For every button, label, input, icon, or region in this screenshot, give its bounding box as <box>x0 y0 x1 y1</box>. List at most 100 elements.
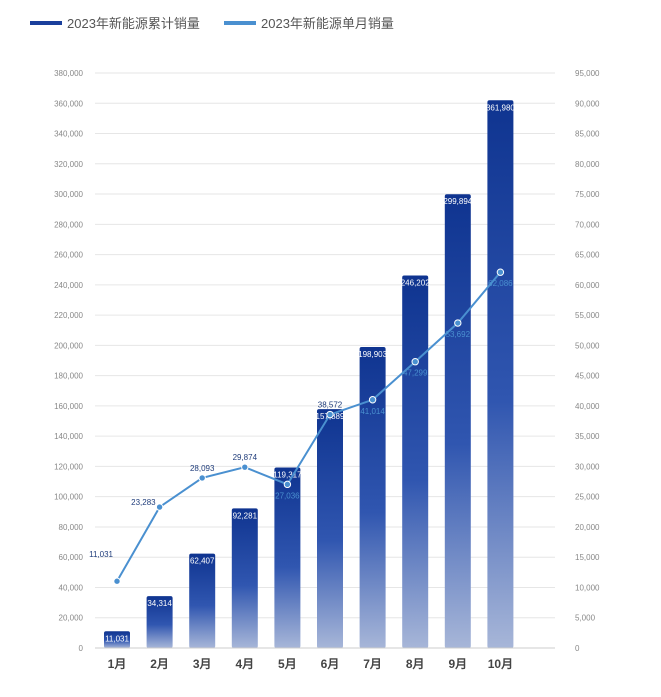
y-left-tick-label: 100,000 <box>54 493 83 502</box>
y-axis-left: 0 20,000 40,000 60,000 80,000 100,000 120,000 1… <box>54 69 83 653</box>
line-point[interactable] <box>496 268 505 276</box>
y-right-tick-label: 90,000 <box>575 99 600 108</box>
line-point[interactable] <box>326 410 334 419</box>
y-right-tick-label: 30,000 <box>575 462 600 471</box>
y-right-tick-label: 60,000 <box>575 281 600 290</box>
line-point[interactable] <box>454 319 462 327</box>
y-right-tick-label: 10,000 <box>575 583 600 592</box>
line-value-label: 11,031 <box>89 550 113 559</box>
y-right-tick-label: 35,000 <box>575 432 600 441</box>
y-left-tick-label: 220,000 <box>54 311 83 320</box>
x-tick-label: 7月 <box>363 657 382 671</box>
y-right-tick-label: 80,000 <box>575 160 600 169</box>
y-left-tick-label: 260,000 <box>54 251 83 260</box>
y-left-tick-label: 340,000 <box>54 130 83 139</box>
y-left-tick-label: 160,000 <box>54 402 83 411</box>
line-point[interactable] <box>368 396 377 404</box>
legend-label-cumulative: 2023年新能源累计销量 <box>67 16 200 31</box>
y-right-tick-label: 40,000 <box>575 402 600 411</box>
bar-value-label: 119,317 <box>273 470 302 479</box>
y-right-tick-label: 70,000 <box>575 220 600 229</box>
y-left-tick-label: 20,000 <box>59 614 84 623</box>
x-tick-label: 8月 <box>406 657 425 671</box>
bar-value-label: 92,281 <box>233 511 258 520</box>
line-value-label: 28,093 <box>190 464 215 473</box>
legend-swatch-monthly <box>224 21 256 25</box>
line-point[interactable] <box>155 503 164 511</box>
y-right-tick-label: 65,000 <box>575 251 600 260</box>
y-left-tick-label: 280,000 <box>54 220 83 229</box>
x-tick-label: 6月 <box>321 657 340 671</box>
line-point[interactable] <box>283 480 292 489</box>
y-left-tick-label: 200,000 <box>54 341 83 350</box>
legend: 2023年新能源累计销量 2023年新能源单月销量 <box>30 16 394 31</box>
bar-value-label: 246,202 <box>401 278 430 287</box>
y-right-tick-label: 95,000 <box>575 69 600 78</box>
y-right-tick-label: 55,000 <box>575 311 600 320</box>
y-right-tick-label: 25,000 <box>575 493 600 502</box>
line-series-monthly: 11,031 23,283 28,093 29,874 27,036 38,572 41,0… <box>89 268 513 585</box>
line-value-label: 23,283 <box>131 498 156 507</box>
y-right-tick-label: 15,000 <box>575 553 600 562</box>
x-tick-label: 4月 <box>235 657 254 671</box>
y-left-tick-label: 360,000 <box>54 99 83 108</box>
y-left-tick-label: 0 <box>79 644 84 653</box>
bar-value-label: 198,903 <box>358 350 387 359</box>
line-value-label: 38,572 <box>318 401 343 410</box>
x-tick-label: 2月 <box>150 657 169 671</box>
x-tick-label: 10月 <box>488 657 513 671</box>
y-right-tick-label: 85,000 <box>575 130 600 139</box>
y-left-tick-label: 320,000 <box>54 160 83 169</box>
legend-label-monthly: 2023年新能源单月销量 <box>261 16 394 31</box>
x-tick-label: 5月 <box>278 657 297 671</box>
bar[interactable] <box>359 347 386 648</box>
line-value-label: 29,874 <box>233 453 258 462</box>
bar-value-label: 361,980 <box>486 103 515 112</box>
x-tick-label: 1月 <box>108 657 127 671</box>
y-left-tick-label: 380,000 <box>54 69 83 78</box>
bar[interactable] <box>444 194 471 649</box>
y-right-tick-label: 20,000 <box>575 523 600 532</box>
bar-value-label: 299,894 <box>443 197 472 206</box>
bar-value-label: 11,031 <box>105 634 129 643</box>
line-value-label: 27,036 <box>275 491 300 500</box>
y-left-tick-label: 80,000 <box>59 523 84 532</box>
legend-swatch-cumulative <box>30 21 62 25</box>
legend-item-cumulative[interactable]: 2023年新能源累计销量 <box>30 16 200 31</box>
line-value-label: 53,692 <box>446 330 471 339</box>
bar[interactable] <box>317 409 343 648</box>
line-value-label: 41,014 <box>360 407 385 416</box>
y-right-tick-label: 5,000 <box>575 614 596 623</box>
line-value-label: 47,299 <box>403 369 428 378</box>
series-line-monthly <box>116 271 502 582</box>
bar-value-label: 62,407 <box>190 557 215 566</box>
bar[interactable] <box>189 553 216 648</box>
x-axis: 1月 2月 3月 4月 5月 6月 7月 8月 9月 10月 <box>95 647 555 671</box>
gridlines <box>95 72 555 649</box>
line-point[interactable] <box>198 474 206 482</box>
y-right-tick-label: 50,000 <box>575 341 600 350</box>
line-point[interactable] <box>411 358 419 366</box>
y-left-tick-label: 240,000 <box>54 281 83 290</box>
x-tick-label: 3月 <box>193 657 212 671</box>
bar[interactable] <box>104 631 130 648</box>
line-point[interactable] <box>113 577 121 585</box>
bar[interactable] <box>231 508 258 648</box>
y-left-tick-label: 40,000 <box>59 583 84 592</box>
y-axis-right: 0 5,000 10,000 15,000 20,000 25,000 30,000 35,0… <box>575 69 600 653</box>
bar[interactable] <box>274 467 301 648</box>
y-left-tick-label: 60,000 <box>59 553 84 562</box>
y-left-tick-label: 180,000 <box>54 372 83 381</box>
legend-item-monthly[interactable]: 2023年新能源单月销量 <box>224 16 394 31</box>
y-left-tick-label: 140,000 <box>54 432 83 441</box>
bar[interactable] <box>146 596 173 648</box>
x-tick-label: 9月 <box>448 657 467 671</box>
line-point[interactable] <box>241 463 249 471</box>
y-right-tick-label: 0 <box>575 644 580 653</box>
bar-value-label: 34,314 <box>147 599 172 608</box>
y-right-tick-label: 45,000 <box>575 372 600 381</box>
y-left-tick-label: 300,000 <box>54 190 83 199</box>
bar[interactable] <box>402 275 429 648</box>
bar[interactable] <box>487 100 514 649</box>
